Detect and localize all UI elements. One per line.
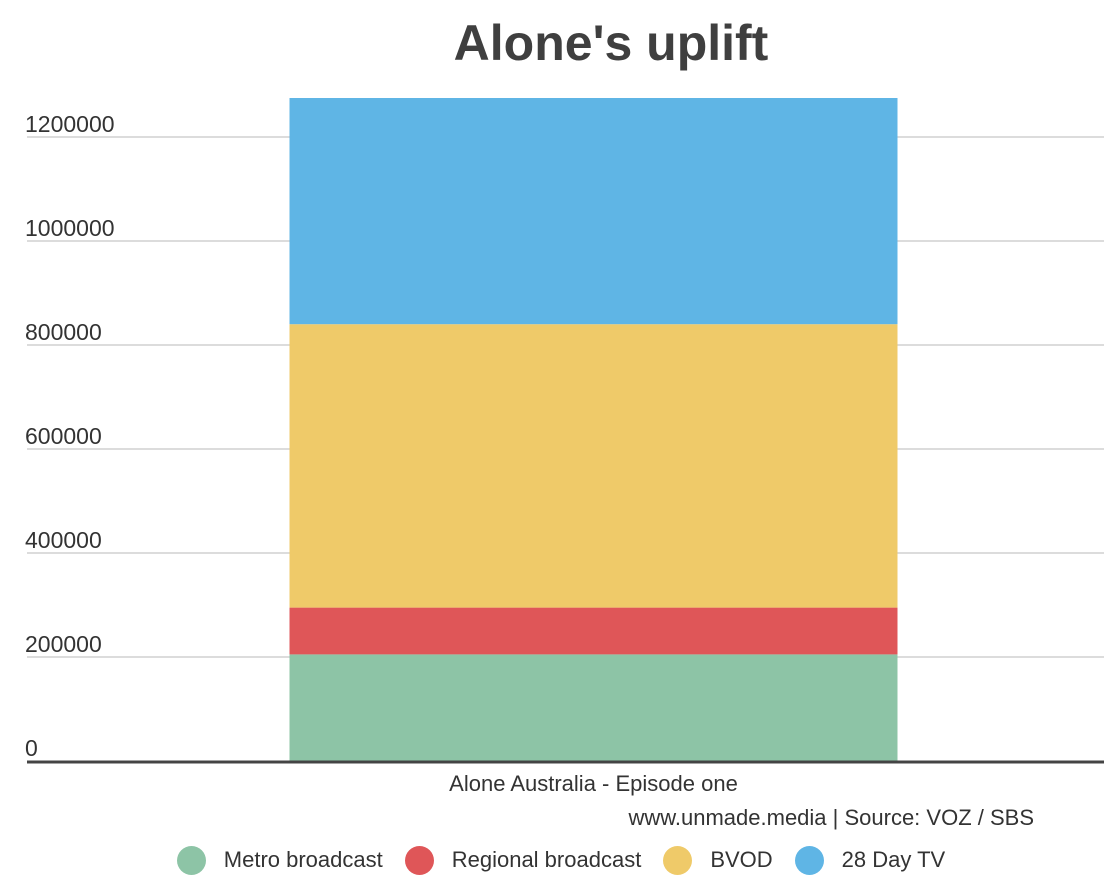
x-category-label: Alone Australia - Episode one: [449, 771, 738, 796]
legend-label: BVOD: [710, 847, 773, 872]
y-tick-label: 400000: [25, 527, 102, 553]
legend-label: 28 Day TV: [841, 847, 946, 872]
y-tick-label: 1000000: [25, 215, 115, 241]
source-note: www.unmade.media | Source: VOZ / SBS: [628, 805, 1034, 830]
y-tick-label: 600000: [25, 423, 102, 449]
chart-canvas: 0 200000 400000 600000 800000 1000000 1200000 A…: [25, 98, 1104, 796]
bar-segment-metro-broadcast: [289, 654, 898, 761]
legend-item: Regional broadcast: [404, 845, 642, 875]
bar-segment-bvod: [289, 324, 898, 608]
chart-title: Alone's uplift: [453, 15, 769, 71]
legend-swatch-icon: [176, 845, 206, 875]
y-tick-label: 200000: [25, 631, 102, 657]
y-tick-label: 800000: [25, 319, 102, 345]
y-tick-label: 0: [25, 735, 38, 761]
bar-segment-28-day-tv: [289, 98, 898, 325]
legend-swatch-icon: [404, 845, 434, 875]
legend-swatch-icon: [663, 845, 693, 875]
legend-item: Metro broadcast: [176, 845, 383, 875]
legend-item: 28 Day TV: [794, 845, 946, 875]
legend-item: BVOD: [663, 845, 773, 875]
y-tick-label: 1200000: [25, 111, 115, 137]
chart-legend: Metro broadcast Regional broadcast BVOD 28 …: [0, 843, 1120, 877]
bar-segment-regional-broadcast: [289, 607, 898, 655]
legend-label: Regional broadcast: [451, 847, 642, 872]
legend-swatch-icon: [794, 845, 824, 875]
legend-label: Metro broadcast: [223, 847, 383, 872]
